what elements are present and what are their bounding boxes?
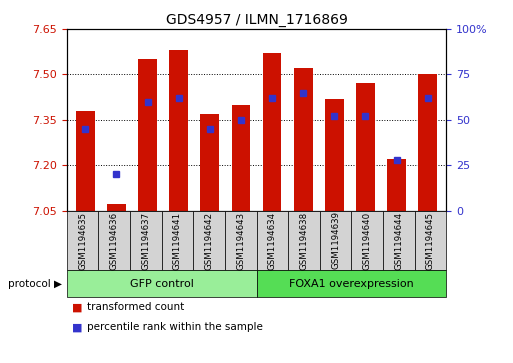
Text: GFP control: GFP control: [130, 278, 193, 289]
Bar: [356, 83, 374, 211]
Text: GSM1194642: GSM1194642: [205, 211, 213, 270]
Text: percentile rank within the sample: percentile rank within the sample: [87, 322, 263, 333]
Bar: [387, 159, 406, 211]
Bar: [418, 74, 437, 211]
Bar: [76, 111, 95, 211]
Bar: [294, 68, 312, 211]
Text: transformed count: transformed count: [87, 302, 185, 313]
Text: GSM1194645: GSM1194645: [426, 211, 435, 270]
Text: GSM1194635: GSM1194635: [78, 211, 87, 270]
Bar: [263, 53, 282, 211]
Text: GSM1194637: GSM1194637: [141, 211, 150, 270]
Text: GSM1194638: GSM1194638: [300, 211, 308, 270]
Text: GSM1194634: GSM1194634: [268, 211, 277, 270]
Text: GSM1194636: GSM1194636: [110, 211, 119, 270]
Title: GDS4957 / ILMN_1716869: GDS4957 / ILMN_1716869: [166, 13, 347, 26]
Bar: [169, 50, 188, 211]
Bar: [325, 99, 344, 211]
Bar: [139, 59, 157, 211]
Bar: [107, 204, 126, 211]
Bar: [231, 105, 250, 211]
Text: FOXA1 overexpression: FOXA1 overexpression: [289, 278, 414, 289]
Text: GSM1194640: GSM1194640: [363, 211, 372, 270]
Text: protocol ▶: protocol ▶: [8, 278, 62, 289]
Text: ■: ■: [72, 302, 82, 313]
Text: GSM1194639: GSM1194639: [331, 212, 340, 269]
Text: GSM1194643: GSM1194643: [236, 211, 245, 270]
Text: GSM1194641: GSM1194641: [173, 211, 182, 270]
Bar: [201, 114, 219, 211]
Text: ■: ■: [72, 322, 82, 333]
Text: GSM1194644: GSM1194644: [394, 211, 403, 270]
